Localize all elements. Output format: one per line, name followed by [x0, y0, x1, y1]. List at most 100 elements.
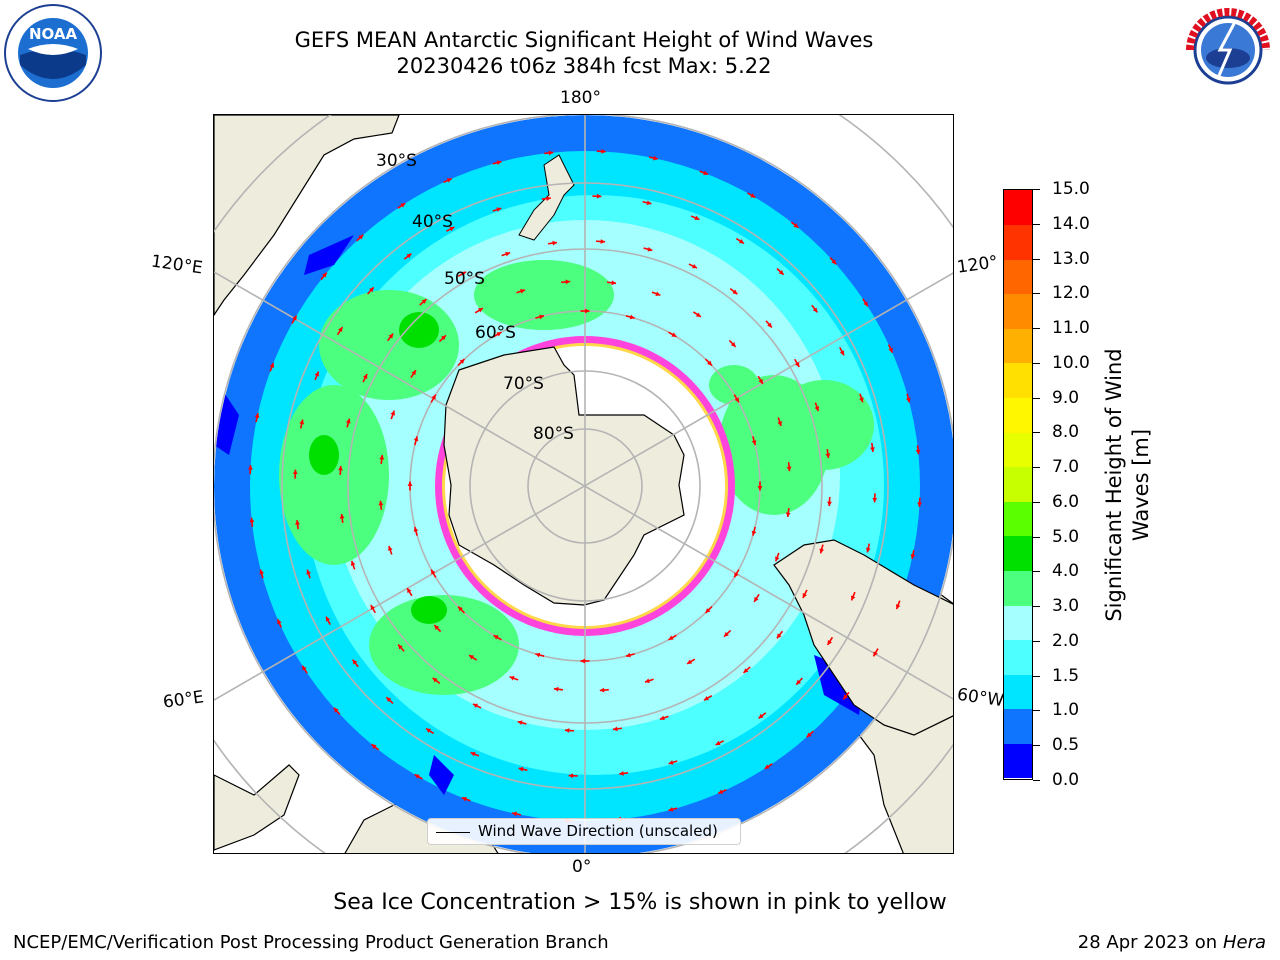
wave-arrow-head [653, 155, 658, 161]
wave-arrow-head [368, 287, 374, 293]
wave-arrow-head [449, 226, 455, 232]
lon-label-0: 0° [572, 857, 592, 877]
wave-arrow-head [292, 469, 298, 475]
antarctica [443, 346, 685, 606]
footer-date: 28 Apr 2023 on Hera [1078, 932, 1266, 953]
wave-arrow-head [831, 259, 837, 265]
wave-arrow-head [825, 453, 831, 459]
wave-arrow-head [421, 299, 427, 304]
colorbar-tick [1033, 710, 1040, 712]
wave-arrow-head [339, 513, 345, 519]
colorbar-tick-label: 6.0 [1052, 491, 1080, 512]
wave-arrow-head [325, 616, 331, 622]
wave-arrow-head [802, 593, 808, 599]
wave-arrow-head [461, 271, 467, 277]
wave-arrow-head [446, 178, 452, 183]
wave-arrow-head [758, 713, 764, 719]
colorbar-segment [1004, 708, 1032, 744]
wave-arrow-head [254, 413, 260, 418]
wave-arrow-head [705, 608, 711, 613]
wave-arrow-head [774, 556, 780, 562]
map-panel [213, 114, 954, 854]
south-america [773, 539, 953, 736]
wave-arrow-head [671, 332, 677, 337]
colorbar-tick-label: 4.0 [1052, 561, 1080, 582]
lat-label-70s: 70°S [503, 374, 544, 394]
wave-arrow-head [647, 246, 653, 252]
wave-arrow-head [703, 695, 709, 701]
footer-org: NCEP/EMC/Verification Post Processing Pr… [13, 932, 609, 953]
wave-arrow-head [917, 502, 922, 507]
colorbar-tick-label: 2.0 [1052, 630, 1080, 651]
wave-arrow-head [888, 347, 893, 353]
wave-arrow-head [724, 631, 729, 637]
wave-arrow-head [767, 322, 772, 328]
wave-arrow-head [796, 679, 802, 685]
lon-label-60e: 60°E [161, 687, 206, 713]
wave-arrow-head [259, 569, 265, 575]
colorbar-tick [1033, 606, 1040, 608]
wave-arrow-head [850, 595, 856, 601]
wave-arrow-head [785, 512, 791, 518]
wave-arrow-head [764, 764, 770, 769]
wave-arrow-head [778, 269, 784, 275]
wave-arrow-head [564, 728, 570, 733]
colorbar-tick [1033, 780, 1040, 781]
wave-arrow-head [601, 149, 606, 154]
colorbar-tick-label: 7.0 [1052, 457, 1080, 478]
wave-arrow-head [518, 766, 524, 772]
wave-arrow-head [413, 526, 419, 532]
wave-arrow-head [599, 687, 605, 693]
wave-arrow-head [338, 327, 343, 333]
wave-arrow-head [386, 697, 392, 703]
wave-arrow-head [398, 644, 403, 650]
wave-arrow-head [269, 362, 275, 368]
colorbar-tick [1033, 189, 1040, 190]
colorbar-segment [1004, 501, 1032, 537]
colorbar-tick-label: 1.0 [1052, 700, 1080, 721]
colorbar-segment [1004, 743, 1032, 779]
wave-arrow-head [469, 655, 475, 660]
colorbar-segment [1004, 328, 1032, 364]
wave-arrow-head [915, 449, 921, 455]
wave-arrow-head [512, 811, 517, 817]
colorbar-tick [1033, 293, 1040, 295]
wave-arrow-head [552, 240, 558, 246]
wave-arrow-head [865, 547, 871, 553]
wave-arrow-head [350, 560, 356, 566]
wave-arrow-head [565, 279, 571, 285]
wave-arrow-head [306, 569, 311, 575]
wave-arrow-head [248, 465, 253, 470]
wave-arrow-head [644, 678, 650, 683]
wave-arrow-head [694, 215, 700, 221]
wave-arrow-head [400, 203, 406, 208]
wave-arrow-head [734, 572, 739, 578]
wave-arrow-head [407, 588, 412, 594]
wave-arrow-head [548, 150, 554, 156]
lon-label-60w: 60°W [955, 684, 1006, 712]
wave-arrow-head [629, 314, 635, 320]
wave-arrow-head [470, 751, 476, 757]
wave-arrow-head [806, 732, 812, 738]
wave-arrow-head [472, 703, 478, 709]
wave-arrow-head [477, 308, 483, 313]
colorbar-tick-label: 3.0 [1052, 596, 1080, 617]
wave-direction-arrows [248, 149, 922, 823]
wave-arrow-head [434, 625, 440, 630]
wave-arrow-head [414, 774, 420, 779]
colorbar-tick-label: 13.0 [1052, 248, 1090, 269]
colorbar-segment [1004, 466, 1032, 502]
colorbar-tick-label: 1.5 [1052, 665, 1080, 686]
footer-date-text: 28 Apr 2023 on [1077, 932, 1218, 953]
lon-label-120w: 120° [955, 252, 1000, 278]
wave-arrow-head [379, 454, 385, 460]
wave-arrow-head [870, 447, 875, 452]
colorbar-segment [1004, 570, 1032, 606]
colorbar-tick-label: 15.0 [1052, 179, 1090, 199]
wave-arrow-head [751, 440, 757, 446]
wave-arrow-head [692, 263, 698, 269]
wave-arrow-head [496, 332, 502, 337]
wave-arrow-head [362, 373, 368, 379]
wave-arrow-head [668, 806, 674, 812]
wave-arrow-head [411, 370, 416, 376]
